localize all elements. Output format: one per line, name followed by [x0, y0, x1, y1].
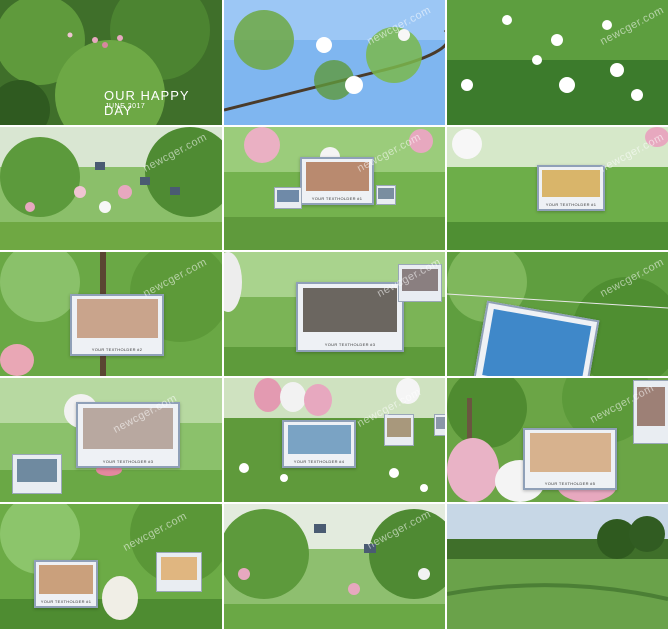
- photo-caption: YOUR TEXTHOLDER #2: [91, 346, 143, 352]
- photo-frame: YOUR TEXTHOLDER #5: [523, 428, 617, 490]
- mini-photo: [434, 414, 445, 436]
- tile-blossom-sky: newcger.com: [224, 0, 445, 125]
- tile-photo-textholder-3: YOUR TEXTHOLDER #2 newcger.com: [0, 252, 222, 376]
- balloon: [304, 384, 332, 416]
- mini-photo: [633, 380, 668, 444]
- balloon: [280, 382, 306, 412]
- tile-photo-textholder-4: YOUR TEXTHOLDER #3 newcger.com: [224, 252, 445, 376]
- photo-caption: YOUR TEXTHOLDER #1: [40, 599, 92, 605]
- tile-photo-textholder-5: YOUR TEXTHOLDER #3 newcger.com: [0, 378, 222, 502]
- balloon: [102, 576, 138, 620]
- tile-clip-photo: newcger.com: [447, 252, 668, 376]
- photo-frame: YOUR TEXTHOLDER #2: [70, 294, 164, 356]
- balloon: [0, 344, 34, 376]
- photo-frame: YOUR TEXTHOLDER #3: [296, 282, 404, 352]
- white-flowers-image: [447, 0, 668, 125]
- photo-caption: YOUR TEXTHOLDER #1: [545, 202, 597, 208]
- intro-title: OUR HAPPY DAY: [104, 88, 190, 118]
- photo-image: [287, 424, 351, 454]
- photo-caption: YOUR TEXTHOLDER #3: [102, 458, 154, 464]
- tile-photo-textholder-7: YOUR TEXTHOLDER #5 newcger.com: [447, 378, 668, 502]
- photo-frame: YOUR TEXTHOLDER #1: [34, 560, 98, 608]
- photo-frame: YOUR TEXTHOLDER #1: [300, 157, 374, 205]
- photo-image: [303, 287, 397, 332]
- mini-photo: [12, 454, 62, 494]
- intro-background: [0, 0, 222, 125]
- tile-landscape: [447, 504, 668, 629]
- grass-image: [447, 127, 668, 250]
- intro-date: JUNE 2017: [105, 103, 146, 110]
- mini-photo: [384, 414, 414, 446]
- mini-photo: [398, 264, 442, 302]
- photo-caption: YOUR TEXTHOLDER #4: [293, 459, 345, 465]
- landscape-image: [447, 504, 668, 629]
- balloon: [645, 127, 668, 147]
- photo-caption: YOUR TEXTHOLDER #1: [311, 196, 363, 202]
- photo-caption: YOUR TEXTHOLDER #3: [324, 342, 376, 348]
- balloon: [396, 378, 420, 404]
- garden-wide-image: [224, 504, 445, 629]
- garden-image: [0, 127, 222, 250]
- tile-photo-textholder-1: YOUR TEXTHOLDER #1 newcger.com: [224, 127, 445, 250]
- photo-image: [83, 407, 173, 449]
- photo-image: [305, 161, 369, 191]
- blossom-sky-image: [224, 0, 445, 125]
- mini-photo: [274, 187, 302, 209]
- mini-photo: [376, 185, 396, 205]
- tile-hanging-photos-wide: newcger.com: [224, 504, 445, 629]
- balloon: [254, 378, 282, 412]
- photo-caption: YOUR TEXTHOLDER #5: [544, 480, 596, 486]
- tile-photo-textholder-2: YOUR TEXTHOLDER #1 newcger.com: [447, 127, 668, 250]
- photo-image: [39, 564, 93, 594]
- tile-hanging-photos-garden: newcger.com: [0, 127, 222, 250]
- photo-frame: YOUR TEXTHOLDER #1: [537, 165, 605, 211]
- tile-white-flowers: newcger.com: [447, 0, 668, 125]
- balloon: [452, 129, 482, 159]
- photo-image: [481, 308, 591, 376]
- mini-photo: [156, 552, 202, 592]
- photo-frame: YOUR TEXTHOLDER #3: [76, 402, 180, 468]
- photo-image: [76, 299, 158, 338]
- photo-frame: YOUR TEXTHOLDER #4: [282, 420, 356, 468]
- tile-photo-textholder-6: YOUR TEXTHOLDER #4 newcger.com: [224, 378, 445, 502]
- photo-image: [529, 433, 611, 472]
- balloon: [447, 438, 499, 502]
- balloon: [409, 129, 433, 153]
- tile-photo-textholder-8: YOUR TEXTHOLDER #1 newcger.com: [0, 504, 222, 629]
- balloon: [244, 127, 280, 163]
- tile-intro: OUR HAPPY DAY JUNE 2017: [0, 0, 222, 125]
- photo-image: [542, 169, 600, 198]
- balloon: [224, 252, 242, 312]
